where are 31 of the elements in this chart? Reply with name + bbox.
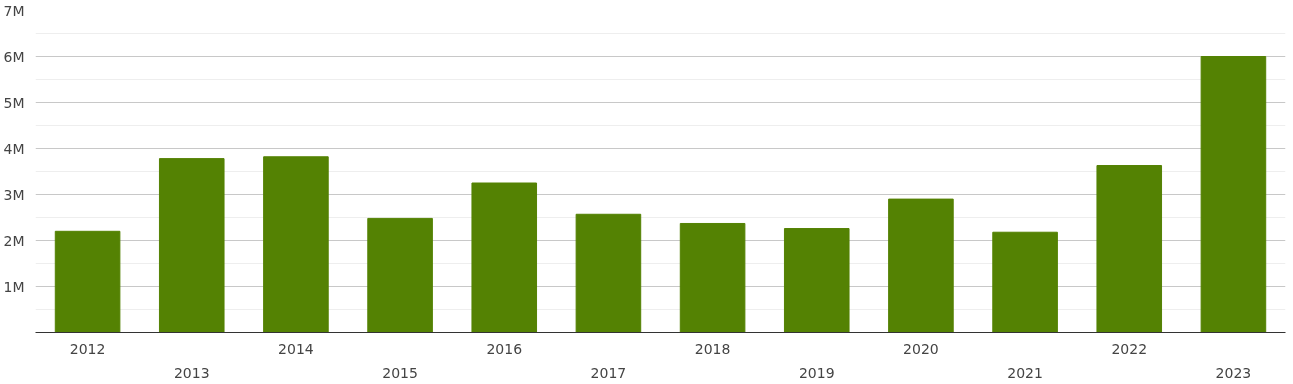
y-tick-label: 7M [3,2,25,19]
y-tick-label: 5M [3,94,25,111]
bar [783,228,850,333]
bar [158,158,225,333]
bar [54,230,121,333]
bar [263,156,329,333]
y-tick-label: 2M [3,232,25,249]
y-tick-label: 3M [3,186,25,203]
bar [679,222,746,333]
x-tick-label: 2016 [486,340,523,357]
y-tick-label: 6M [3,48,25,65]
y-tick-label: 4M [3,140,25,157]
bar [367,217,433,333]
bar [992,231,1058,333]
bar [575,213,642,333]
x-tick-label: 2012 [69,340,106,357]
bar [1096,165,1163,333]
x-tick-label: 2019 [798,364,835,381]
bar [471,182,538,333]
x-tick-label: 2021 [1007,364,1043,381]
y-tick-label: 1M [3,278,25,295]
bar [888,198,954,333]
bar [1200,56,1267,333]
x-tick-label: 2020 [903,340,939,357]
x-tick-label: 2018 [694,340,731,357]
x-tick-label: 2023 [1215,364,1252,381]
x-tick-label: 2015 [382,364,418,381]
x-tick-label: 2017 [590,364,627,381]
x-tick-label: 2013 [173,364,210,381]
x-tick-label: 2022 [1111,340,1148,357]
x-tick-label: 2014 [278,340,314,357]
